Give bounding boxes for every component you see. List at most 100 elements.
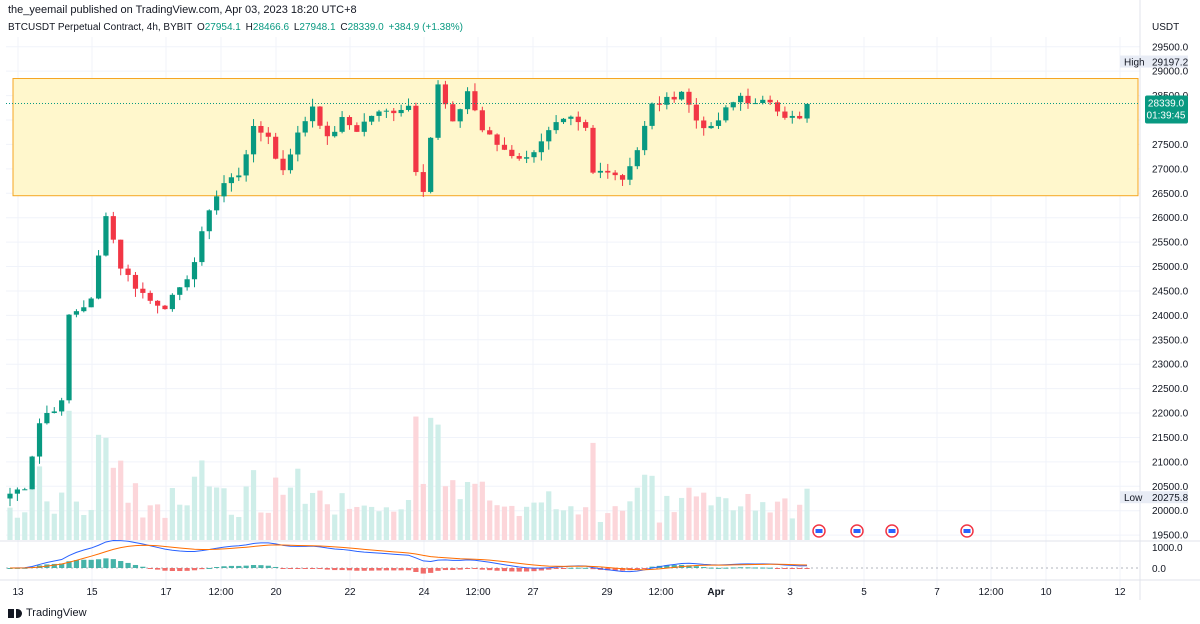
candle [140, 288, 146, 293]
x-tick-label: 12:00 [465, 587, 490, 598]
volume-bar [140, 517, 146, 540]
candle [73, 311, 80, 315]
candle [671, 96, 677, 100]
histogram-bar [701, 567, 707, 569]
candle [487, 130, 493, 135]
histogram-bar [708, 567, 714, 569]
histogram-bar [324, 568, 330, 570]
histogram-bar [405, 568, 412, 571]
candle [546, 130, 552, 142]
volume-bar [789, 518, 795, 540]
histogram-bar [671, 565, 677, 568]
volume-bar [671, 512, 677, 540]
candle [214, 196, 220, 211]
candle [95, 255, 102, 299]
candle [730, 102, 736, 108]
x-tick-label: 12 [1114, 587, 1126, 598]
volume-bar [738, 506, 744, 540]
volume-bar [361, 505, 367, 540]
range-zone [12, 78, 1139, 197]
volume-bar [642, 474, 648, 540]
histogram-bar [501, 568, 508, 572]
chart-legend: BTCUSDT Perpetual Contract, 4h, BYBIT O2… [8, 22, 463, 33]
x-tick-label: 12:00 [208, 587, 233, 598]
y-tick-label: 20500.0 [1152, 482, 1189, 493]
footer-brand: TradingView [8, 607, 87, 619]
candle [413, 105, 419, 173]
volume-bar [428, 417, 434, 540]
histogram-bar [354, 568, 360, 571]
histogram-bar [221, 566, 227, 568]
volume-bar [369, 506, 375, 540]
candle [169, 294, 175, 310]
x-tick-label: 3 [787, 587, 793, 598]
histogram-bar [575, 567, 581, 569]
histogram-bar [51, 563, 57, 568]
candle [738, 95, 744, 103]
candle [243, 154, 249, 176]
volume-bar [14, 517, 20, 540]
histogram-bar [428, 568, 434, 573]
y-tick-label: 23500.0 [1152, 335, 1189, 346]
histogram-bar [715, 567, 722, 569]
volume-bar [450, 480, 456, 540]
histogram-bar [442, 568, 449, 571]
low-value: 20275.8 [1152, 493, 1189, 504]
histogram-bar [346, 568, 353, 571]
histogram-bar [73, 560, 80, 568]
low-value: 27948.1 [299, 22, 336, 33]
volume-bar [295, 468, 301, 540]
low-label: L [293, 22, 300, 33]
histogram-bar [184, 568, 190, 571]
volume-bar [95, 434, 102, 540]
volume-bar [804, 488, 810, 540]
volume-bar [760, 502, 766, 540]
volume-bar [420, 483, 426, 540]
y-tick-label: 25000.0 [1152, 262, 1189, 273]
candle [590, 127, 596, 173]
volume-bar [405, 499, 412, 540]
volume-bar [575, 514, 581, 540]
histogram-bar [494, 568, 500, 571]
histogram-bar [472, 568, 478, 570]
volume-bar [81, 515, 87, 540]
histogram-bar [649, 566, 655, 568]
tradingview-logo-icon [8, 608, 22, 618]
volume-bar [752, 510, 758, 540]
histogram-bar [214, 567, 220, 569]
volume-bar [398, 509, 404, 540]
volume-bar [715, 496, 722, 540]
y-tick-label: 24000.0 [1152, 311, 1189, 322]
volume-bar [442, 486, 449, 540]
volume-bar [457, 499, 463, 540]
x-tick-label: 12:00 [978, 587, 1003, 598]
candle [664, 96, 670, 105]
candle [103, 216, 109, 256]
candle [309, 106, 316, 122]
histogram-bar [243, 565, 249, 568]
change-value: +384.9 (+1.38%) [388, 22, 464, 33]
candle [479, 110, 485, 131]
volume-bar [686, 487, 692, 540]
x-tick-label: 10 [1040, 587, 1052, 598]
candle [693, 104, 699, 121]
volume-bar [464, 482, 471, 540]
symbol-label[interactable]: BTCUSDT Perpetual Contract, 4h, BYBIT [8, 22, 193, 33]
candle [51, 411, 57, 413]
candle [405, 105, 412, 110]
volume-bar [73, 501, 80, 540]
volume-bar [494, 505, 500, 540]
histogram-bar [309, 568, 316, 569]
candle [464, 91, 471, 110]
candle [524, 157, 530, 159]
histogram-bar [774, 568, 781, 569]
candle [428, 137, 434, 192]
candle [339, 117, 345, 132]
histogram-bar [745, 567, 751, 569]
histogram-bar [228, 565, 234, 568]
volume-bar [206, 486, 212, 540]
candle [605, 170, 611, 173]
volume-bar [546, 491, 552, 540]
candle [29, 456, 35, 490]
